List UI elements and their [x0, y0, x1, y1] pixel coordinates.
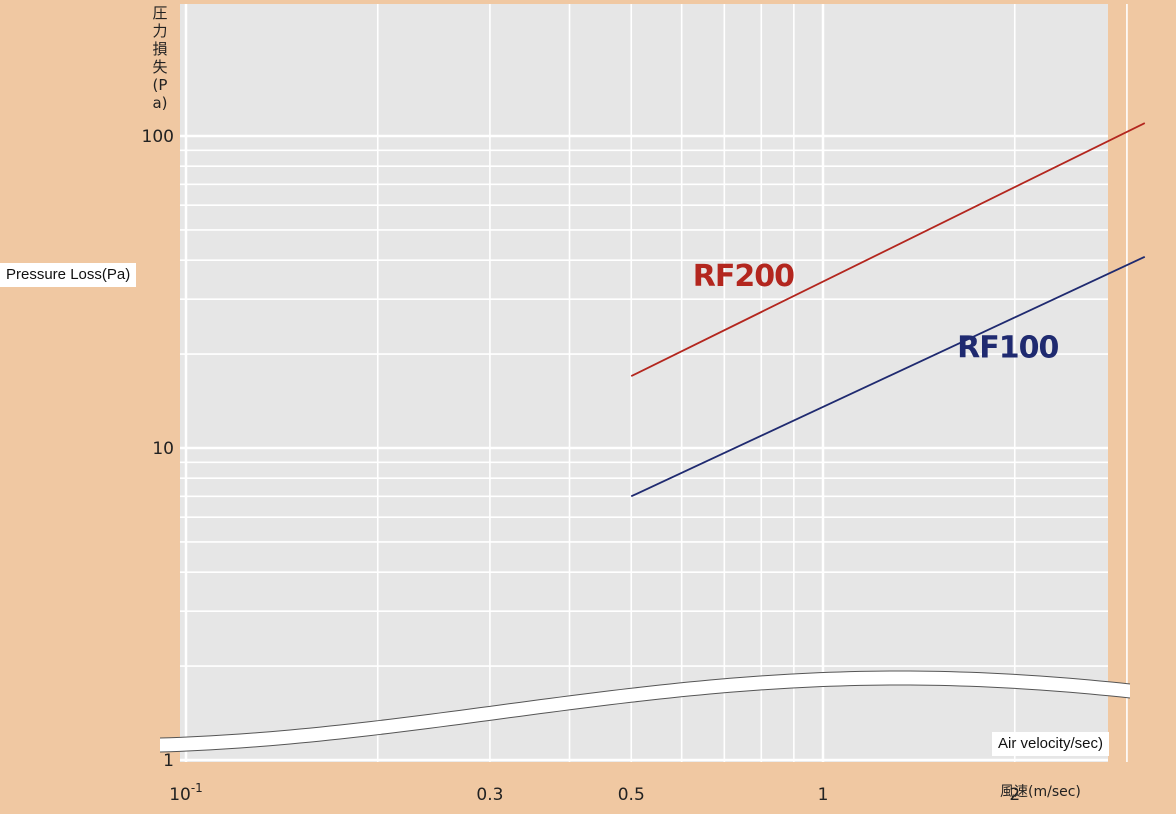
series-label-rf200: RF200	[693, 259, 794, 294]
x-axis-label-jp: 風速(m/sec)	[1000, 784, 1081, 800]
axis-break-line-top	[159, 670, 1131, 739]
x-tick-label: 0.3	[476, 785, 503, 805]
series-line-rf200	[630, 122, 1146, 377]
plot-background	[180, 4, 1108, 762]
y-tick-label: 10	[152, 439, 174, 459]
series-line-rf100	[630, 255, 1146, 498]
axis-break-line-bottom	[159, 684, 1131, 753]
x-tick-label: 1	[818, 785, 829, 805]
x-tick-label: 0.5	[618, 785, 645, 805]
series-label-rf100: RF100	[957, 331, 1058, 366]
y-tick-label: 100	[142, 127, 174, 147]
x-tick-label-first: 10-1	[169, 781, 203, 805]
y-axis-label-en: Pressure Loss(Pa)	[0, 263, 137, 287]
x-axis-label-en: Air velocity/sec)	[992, 732, 1110, 756]
y-tick-label: 1	[163, 751, 174, 771]
y-axis-label-jp: 圧力損失(Pa)	[152, 4, 168, 112]
axis-break-band	[160, 671, 1130, 753]
x-tick-label: 2	[1009, 785, 1020, 805]
